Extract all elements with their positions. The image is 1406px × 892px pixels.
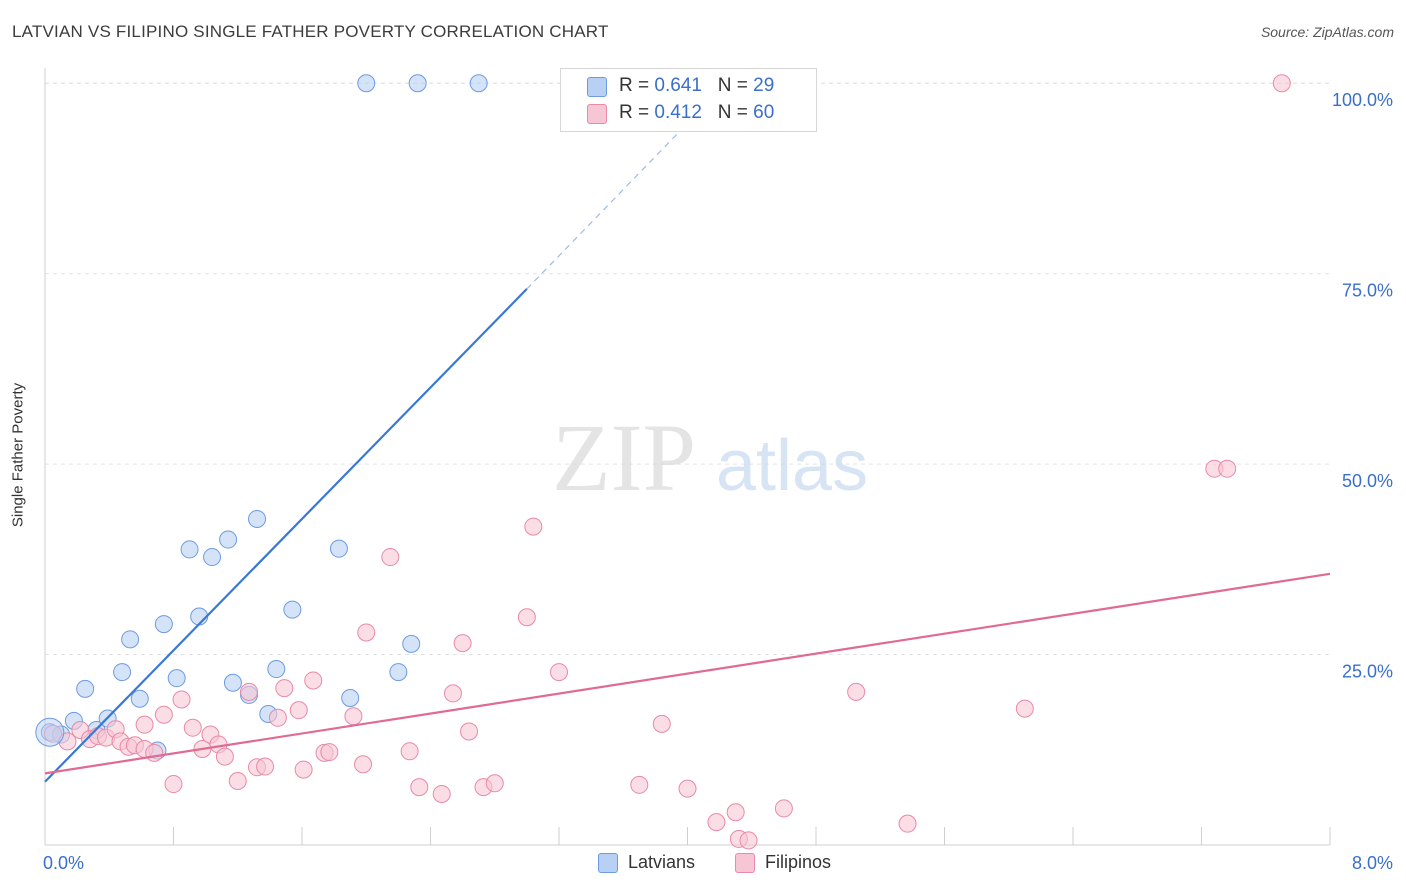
x-tick-label: 0.0% xyxy=(43,853,84,873)
r-label: R = xyxy=(619,102,655,123)
filipinos-point xyxy=(726,803,745,822)
filipinos-point xyxy=(739,831,758,850)
filipinos-point xyxy=(410,778,429,797)
latvians-point xyxy=(203,548,222,567)
filipinos-point xyxy=(304,671,323,690)
y-tick-label: 50.0% xyxy=(1342,471,1393,491)
latvians-point xyxy=(357,74,376,93)
legend-swatch-latvians xyxy=(598,852,618,873)
latvians-point xyxy=(408,74,427,93)
latvians-point xyxy=(113,663,132,682)
latvians-point xyxy=(219,530,238,549)
watermark-zip: ZIP xyxy=(552,404,696,511)
latvians-point xyxy=(389,663,408,682)
filipinos-point xyxy=(154,705,173,724)
legend-stat-latvians: R = 0.641 N = 29 xyxy=(619,75,774,97)
filipinos-point xyxy=(678,779,697,798)
filipinos-point xyxy=(432,784,451,803)
filipinos-point xyxy=(460,722,479,741)
latvians-point xyxy=(154,615,173,634)
latvians-point xyxy=(402,634,421,653)
latvians-point xyxy=(167,669,186,688)
filipinos-point xyxy=(847,682,866,701)
n-value-latvians: 29 xyxy=(753,75,775,96)
filipinos-point xyxy=(550,663,568,682)
legend-swatch-latvians xyxy=(587,77,607,97)
filipinos-point xyxy=(135,715,154,734)
correlation-legend: R = 0.641 N = 29 R = 0.412 N = 60 xyxy=(560,68,817,132)
filipinos-point xyxy=(381,548,400,567)
latvians-point xyxy=(267,660,286,679)
filipinos-point xyxy=(294,760,313,779)
legend-item-filipinos: Filipinos xyxy=(735,852,831,873)
filipinos-point xyxy=(256,757,275,776)
filipinos-point xyxy=(344,707,363,726)
filipinos-point xyxy=(707,813,726,832)
r-label: R = xyxy=(619,75,655,96)
legend-label-latvians: Latvians xyxy=(628,852,696,872)
legend-label-filipinos: Filipinos xyxy=(765,852,832,872)
filipinos-trendline xyxy=(44,572,1331,775)
filipinos-point xyxy=(215,747,234,766)
filipinos-point xyxy=(1218,459,1237,478)
x-tick-label: 8.0% xyxy=(1352,853,1393,873)
filipinos-point xyxy=(1272,74,1291,93)
latvians-point xyxy=(223,673,242,692)
filipinos-point xyxy=(517,608,536,627)
filipinos-point xyxy=(485,774,504,793)
filipinos-point xyxy=(320,743,339,762)
filipinos-point xyxy=(183,718,202,737)
latvians-point xyxy=(180,540,199,559)
filipinos-point xyxy=(774,799,793,818)
filipinos-point xyxy=(354,755,373,774)
filipinos-point xyxy=(228,772,247,791)
latvians-point xyxy=(76,679,95,698)
n-value-filipinos: 60 xyxy=(753,102,775,123)
latvians-point xyxy=(130,689,149,708)
r-value-filipinos: 0.412 xyxy=(654,102,702,123)
r-value-latvians: 0.641 xyxy=(654,75,702,96)
legend-swatch-filipinos xyxy=(587,104,607,124)
latvians-point xyxy=(469,74,488,93)
latvians-point xyxy=(329,539,348,558)
filipinos-point xyxy=(652,714,671,733)
latvians-point xyxy=(248,509,267,528)
filipinos-point xyxy=(898,814,917,833)
latvians-trendline xyxy=(44,288,528,783)
legend-stat-filipinos: R = 0.412 N = 60 xyxy=(619,102,774,124)
filipinos-point xyxy=(239,682,258,701)
n-label: N = xyxy=(717,102,754,123)
y-tick-label: 25.0% xyxy=(1342,662,1393,682)
latvians-point xyxy=(341,688,360,707)
watermark-atlas: atlas xyxy=(716,426,868,506)
legend-item-latvians: Latvians xyxy=(598,852,695,873)
source-label: Source: ZipAtlas.com xyxy=(1260,24,1394,40)
filipinos-point xyxy=(289,701,308,720)
filipinos-point xyxy=(524,517,543,536)
filipinos-point xyxy=(357,623,376,642)
y-tick-label: 75.0% xyxy=(1342,281,1393,301)
filipinos-point xyxy=(164,775,183,794)
filipinos-point xyxy=(275,679,294,698)
latvians-point xyxy=(283,600,302,619)
filipinos-point xyxy=(145,743,164,762)
filipinos-point xyxy=(172,690,191,709)
chart-title: LATVIAN VS FILIPINO SINGLE FATHER POVERT… xyxy=(12,22,609,41)
latvians-point xyxy=(121,630,140,649)
filipinos-point xyxy=(400,742,419,761)
filipinos-point xyxy=(630,775,649,794)
filipinos-point xyxy=(1015,699,1034,718)
filipinos-point xyxy=(268,708,287,727)
filipinos-point xyxy=(453,634,472,653)
filipinos-point xyxy=(443,684,462,703)
legend-swatch-filipinos xyxy=(735,852,755,873)
latvians-cluster-point xyxy=(35,717,65,747)
y-tick-label: 100.0% xyxy=(1332,90,1393,110)
n-label: N = xyxy=(717,75,754,96)
